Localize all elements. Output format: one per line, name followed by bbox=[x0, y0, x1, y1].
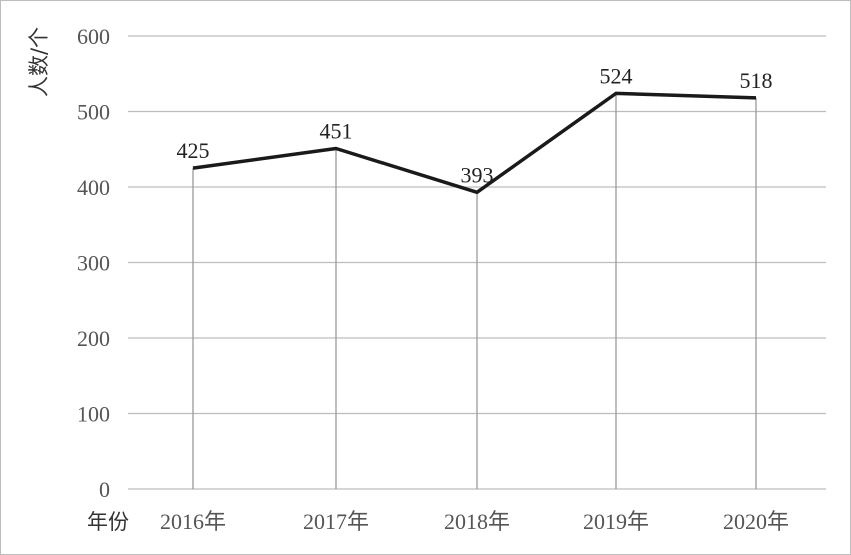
data-label: 425 bbox=[177, 138, 210, 163]
y-tick-label: 400 bbox=[77, 175, 110, 200]
data-label: 518 bbox=[740, 68, 773, 93]
y-tick-label: 300 bbox=[77, 251, 110, 276]
x-tick-label: 2019年 bbox=[583, 509, 649, 534]
x-tick-labels: 2016年 2017年 2018年 2019年 2020年 bbox=[160, 509, 789, 534]
x-tick-label: 2018年 bbox=[444, 509, 510, 534]
y-tick-labels: 0 100 200 300 400 500 600 bbox=[77, 24, 110, 502]
data-label: 393 bbox=[461, 162, 494, 187]
y-tick-label: 0 bbox=[99, 477, 110, 502]
grid-lines bbox=[128, 35, 826, 490]
x-tick-label: 2020年 bbox=[723, 509, 789, 534]
y-tick-label: 100 bbox=[77, 402, 110, 427]
x-tick-label: 2016年 bbox=[160, 509, 226, 534]
data-label: 524 bbox=[600, 63, 633, 88]
y-tick-label: 200 bbox=[77, 326, 110, 351]
y-axis-title: 人数/个 bbox=[27, 27, 51, 97]
drop-lines bbox=[192, 93, 757, 489]
y-tick-label: 500 bbox=[77, 100, 110, 125]
x-tick-label: 2017年 bbox=[303, 509, 369, 534]
y-tick-label: 600 bbox=[77, 24, 110, 49]
data-labels: 425 451 393 524 518 bbox=[177, 63, 773, 187]
data-label: 451 bbox=[320, 118, 353, 143]
x-axis-title: 年份 bbox=[87, 510, 129, 534]
series-line bbox=[192, 91, 757, 195]
